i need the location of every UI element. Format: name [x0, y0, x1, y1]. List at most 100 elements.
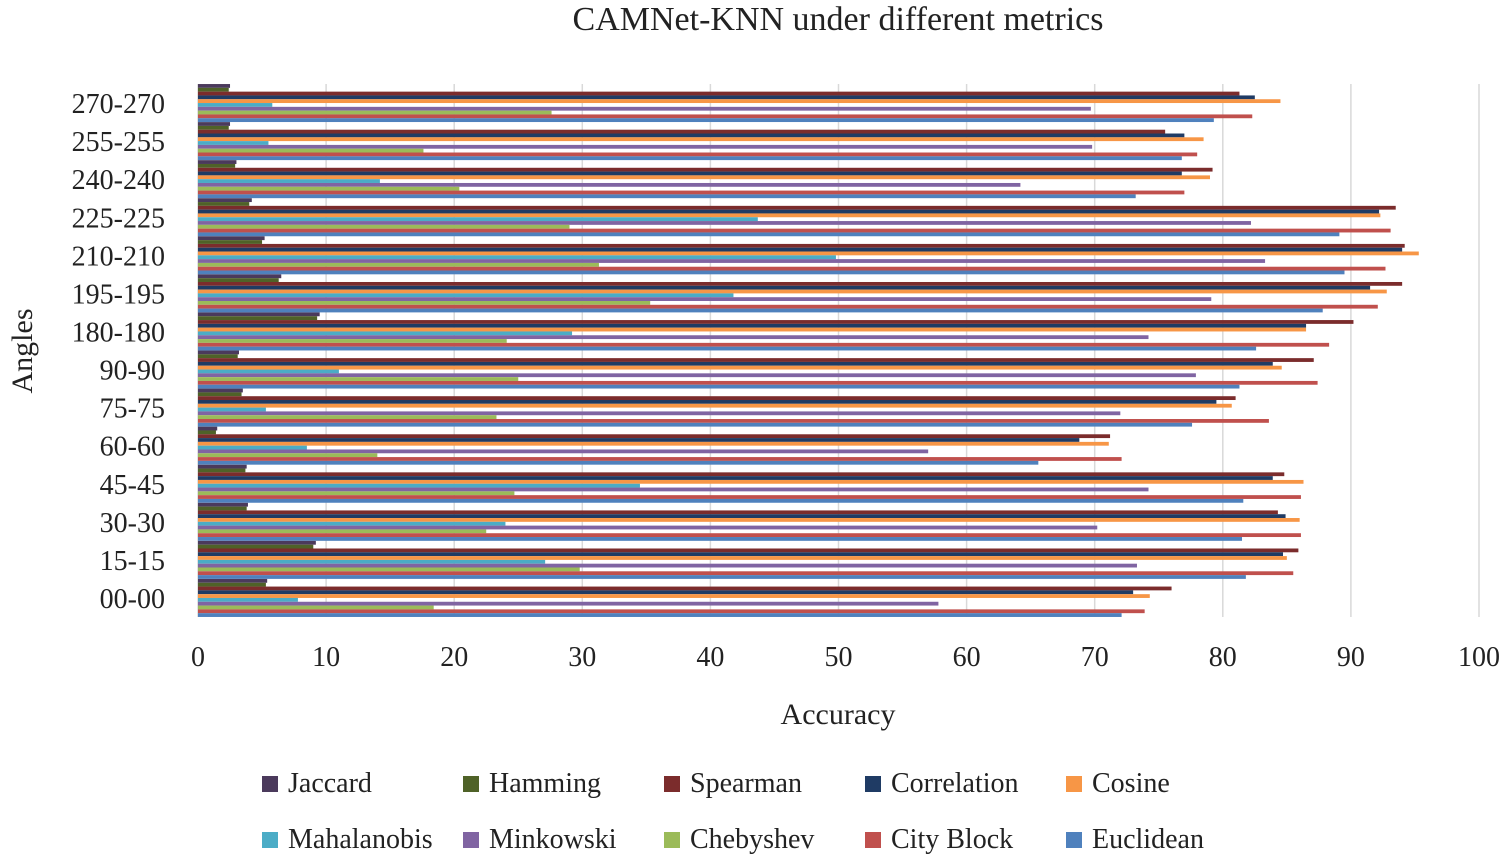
y-tick-labels: 270-270 255-255 240-240 225-225 210-210 195-1… — [72, 89, 165, 615]
bar-cosine — [198, 289, 1387, 294]
legend-item: Cosine — [1066, 768, 1170, 799]
legend-item: Minkowski — [463, 824, 617, 855]
legend-label: Cosine — [1092, 768, 1170, 799]
bar-cosine — [198, 137, 1204, 142]
x-axis-label: Accuracy — [781, 698, 896, 731]
bar-jaccard — [198, 84, 231, 88]
bar-city-block — [198, 152, 1198, 157]
y-tick-label: 180-180 — [72, 317, 165, 348]
bar-euclidean — [198, 498, 1244, 503]
legend-item: Jaccard — [262, 768, 372, 799]
bar-spearman — [198, 129, 1166, 134]
bar-minkowski — [198, 563, 1137, 568]
bar-cosine — [198, 594, 1150, 598]
bar-city-block — [198, 266, 1386, 271]
bar-jaccard — [198, 122, 231, 126]
bar-euclidean — [198, 308, 1323, 313]
bar-minkowski — [198, 335, 1149, 340]
bar-city-block — [198, 304, 1378, 309]
bar-jaccard — [198, 312, 320, 317]
bar-correlation — [198, 400, 1217, 404]
y-tick-label: 75-75 — [100, 394, 165, 425]
legend-swatch — [463, 776, 479, 792]
bar-hamming — [198, 240, 263, 244]
x-tick-label: 50 — [825, 642, 853, 673]
bar-hamming — [198, 582, 266, 587]
bar-chebyshev — [198, 453, 378, 458]
bar-euclidean — [198, 537, 1243, 541]
bar-correlation — [198, 285, 1371, 290]
legend-label: Chebyshev — [690, 824, 814, 855]
legend-label: Minkowski — [489, 824, 617, 855]
bar-spearman — [198, 320, 1354, 324]
bar-city-block — [198, 228, 1391, 233]
bar-city-block — [198, 114, 1253, 119]
y-tick-label: 240-240 — [72, 165, 165, 196]
bar-euclidean — [198, 575, 1246, 579]
bar-jaccard — [198, 578, 268, 583]
bar-hamming — [198, 430, 216, 435]
bar-cosine — [198, 251, 1419, 256]
bar-hamming — [198, 125, 229, 130]
legend-label: Jaccard — [288, 768, 372, 799]
bar-mahalanobis — [198, 255, 836, 260]
x-tick-label: 0 — [191, 642, 205, 673]
bar-jaccard — [198, 236, 265, 241]
bar-euclidean — [198, 194, 1136, 199]
bar-city-block — [198, 571, 1294, 576]
bar-correlation — [198, 247, 1403, 252]
bar-correlation — [198, 171, 1182, 176]
bar-jaccard — [198, 198, 252, 203]
bar-cosine — [198, 327, 1307, 332]
bar-cosine — [198, 556, 1287, 560]
legend: Jaccard Hamming Spearman Correlation Cosine M… — [262, 768, 1204, 855]
bar-jaccard — [198, 274, 282, 279]
x-tick-label: 100 — [1458, 642, 1500, 673]
bar-correlation — [198, 133, 1185, 138]
legend-item: Mahalanobis — [262, 824, 433, 855]
bar-cosine — [198, 99, 1281, 104]
bar-spearman — [198, 243, 1405, 248]
y-tick-label: 60-60 — [100, 432, 165, 463]
bar-mahalanobis — [198, 407, 266, 412]
bars — [198, 84, 1419, 617]
x-tick-label: 40 — [696, 642, 724, 673]
bar-mahalanobis — [198, 369, 339, 374]
legend-swatch — [1066, 776, 1082, 792]
bar-spearman — [198, 358, 1314, 362]
bar-chebyshev — [198, 148, 424, 153]
bar-spearman — [198, 91, 1240, 96]
legend-item: City Block — [865, 824, 1013, 855]
bar-city-block — [198, 457, 1122, 461]
bar-mahalanobis — [198, 179, 380, 183]
bar-chebyshev — [198, 339, 507, 343]
legend-label: Correlation — [891, 768, 1019, 799]
y-tick-label: 15-15 — [100, 546, 165, 577]
bar-city-block — [198, 190, 1185, 195]
bar-euclidean — [198, 422, 1193, 427]
x-tick-label: 70 — [1081, 642, 1109, 673]
x-tick-label: 80 — [1209, 642, 1237, 673]
bar-city-block — [198, 609, 1145, 614]
x-tick-label: 60 — [953, 642, 981, 673]
bar-correlation — [198, 552, 1284, 557]
bar-hamming — [198, 316, 318, 321]
bar-spearman — [198, 205, 1396, 210]
bar-mahalanobis — [198, 597, 298, 602]
legend-swatch — [262, 776, 278, 792]
bar-mahalanobis — [198, 103, 273, 107]
legend-swatch — [1066, 832, 1082, 848]
bar-minkowski — [198, 487, 1149, 492]
bar-chebyshev — [198, 262, 599, 267]
bar-minkowski — [198, 411, 1121, 416]
bar-jaccard — [198, 464, 247, 469]
legend-swatch — [463, 832, 479, 848]
bar-minkowski — [198, 182, 1021, 187]
legend-item: Correlation — [865, 768, 1019, 799]
bar-minkowski — [198, 525, 1098, 530]
legend-label: Spearman — [690, 768, 802, 799]
legend-item: Hamming — [463, 768, 601, 799]
bar-city-block — [198, 495, 1301, 499]
bar-mahalanobis — [198, 445, 307, 450]
bar-chebyshev — [198, 110, 552, 115]
